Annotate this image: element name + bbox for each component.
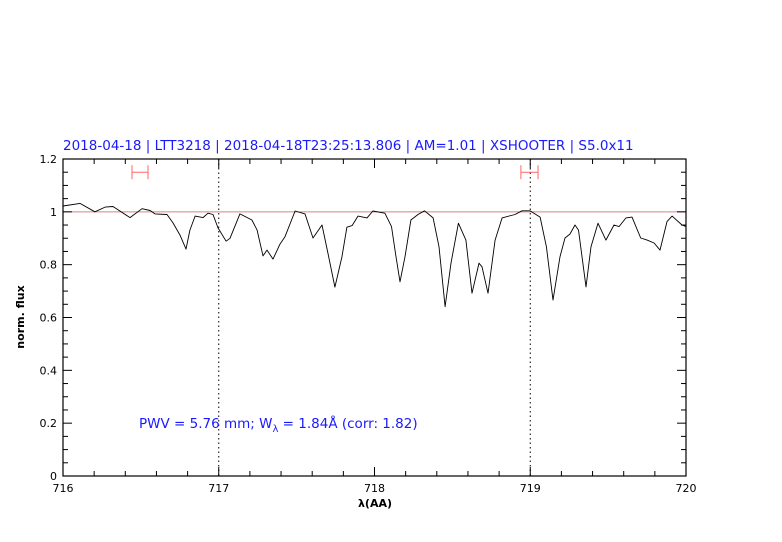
x-tick-label: 719	[520, 482, 541, 495]
x-tick-label: 716	[53, 482, 74, 495]
annotation-text: PWV = 5.76 mm; W	[139, 416, 272, 432]
x-tick-label: 720	[676, 482, 697, 495]
annotation-subscript: λ	[272, 424, 278, 435]
spectrum-line-0	[62, 202, 687, 308]
x-tick-label: 718	[364, 482, 385, 495]
plot-area: 716 717 718 719 720 0 0.2 0.4 0.6 0.8 1 1.2	[40, 153, 697, 495]
y-tick-label: 0.2	[40, 417, 58, 430]
y-tick-label: 1	[50, 206, 57, 219]
y-tick-label: 0	[50, 470, 57, 483]
y-tick-label: 0.4	[40, 364, 58, 377]
pwv-annotation: PWV = 5.76 mm; Wλ = 1.84Å (corr: 1.82)	[139, 415, 418, 435]
y-tick-label: 1.2	[40, 153, 58, 166]
x-tick-label: 717	[208, 482, 229, 495]
y-tick-label: 0.8	[40, 259, 58, 272]
annotation-text-2: = 1.84Å (corr: 1.82)	[278, 415, 417, 432]
y-axis-label: norm. flux	[14, 285, 27, 348]
y-tick-label: 0.6	[40, 312, 58, 325]
chart-title: 2018-04-18 | LTT3218 | 2018-04-18T23:25:…	[63, 138, 634, 154]
x-axis-label: λ(AA)	[358, 497, 392, 510]
